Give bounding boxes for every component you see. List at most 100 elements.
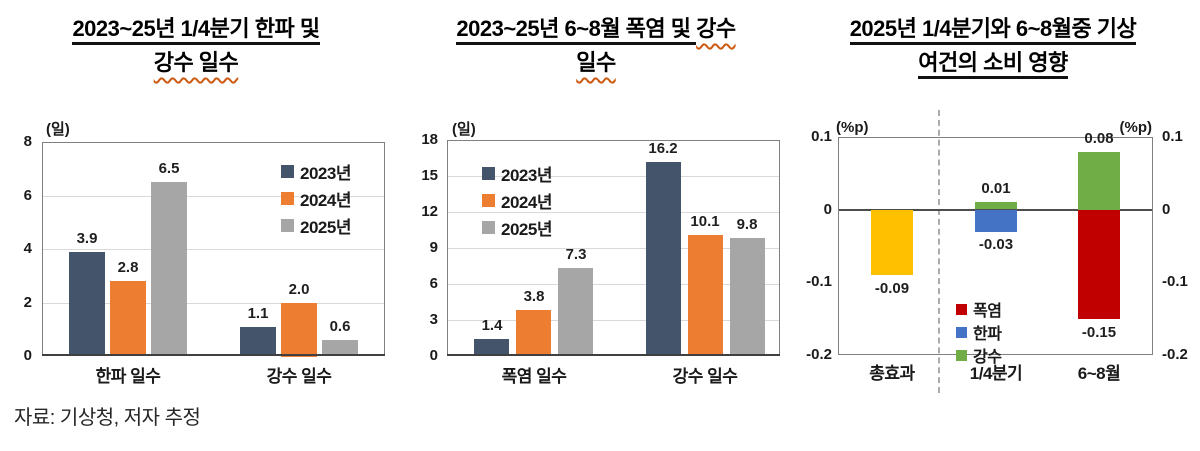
legend-swatch bbox=[956, 326, 967, 338]
bar-value-label: -0.15 bbox=[1081, 324, 1117, 341]
y-tick-label: 6 bbox=[23, 187, 32, 204]
bar-2023년-강수 일수 bbox=[240, 327, 276, 356]
bar-value-label: 3.8 bbox=[523, 288, 545, 305]
legend-label: 2023년 bbox=[300, 164, 351, 183]
x-category-label: 6~8월 bbox=[1077, 364, 1121, 383]
y-tick-label-right: -0.2 bbox=[1162, 346, 1188, 363]
legend-item-2025년: 2025년 bbox=[482, 215, 552, 240]
legend-label: 폭염 bbox=[973, 303, 1002, 320]
title-segment-wavy: 일수 bbox=[576, 50, 616, 75]
x-category-label: 강수 일수 bbox=[266, 367, 332, 386]
legend-swatch bbox=[482, 221, 495, 234]
legend-swatch bbox=[281, 219, 294, 232]
x-category-label: 1/4분기 bbox=[969, 364, 1023, 383]
plot-area bbox=[42, 142, 385, 356]
bar-강수-1/4분기 bbox=[975, 202, 1017, 209]
legend-swatch bbox=[956, 303, 967, 315]
legend-item-2023년: 2023년 bbox=[281, 159, 351, 184]
y-tick-label-right: 0.1 bbox=[1162, 128, 1183, 145]
y-tick-label: -0.1 bbox=[806, 273, 832, 290]
legend-swatch bbox=[482, 194, 495, 207]
gridline bbox=[448, 176, 779, 177]
bar-2024년-강수 일수 bbox=[281, 303, 317, 357]
bar-value-label: 1.4 bbox=[481, 317, 503, 334]
bar-2025년-강수 일수 bbox=[730, 238, 765, 356]
y-tick-label: 0 bbox=[429, 347, 438, 364]
y-tick-label: 2 bbox=[23, 294, 32, 311]
gridline bbox=[43, 303, 384, 304]
y-tick-label: 0 bbox=[23, 347, 32, 364]
bar-2024년-강수 일수 bbox=[688, 235, 723, 356]
bar-한파-1/4분기 bbox=[975, 210, 1017, 232]
axis-unit-label-left: (일) bbox=[46, 121, 70, 138]
gridline bbox=[448, 212, 779, 213]
bar-폭염-6~8월 bbox=[1078, 210, 1120, 319]
legend-item-2024년: 2024년 bbox=[482, 188, 552, 213]
bar-value-label: -0.09 bbox=[874, 280, 910, 297]
gridline bbox=[448, 284, 779, 285]
chart-title-line: 2023~25년 6~8월 폭염 및 강수 bbox=[406, 12, 786, 46]
bar-value-label: 0.08 bbox=[1084, 130, 1114, 147]
legend-label: 한파 bbox=[973, 326, 1002, 343]
y-tick-label: 9 bbox=[429, 239, 438, 256]
title-segment: 여건의 소비 영향 bbox=[918, 50, 1068, 79]
axis-unit-label-right: (%p) bbox=[1119, 119, 1153, 136]
title-segment: 2023~25년 6~8월 폭염 및 bbox=[456, 16, 697, 45]
chart-title: 2023~25년 1/4분기 한파 및 강수 일수 bbox=[6, 12, 386, 80]
y-tick-label-right: -0.1 bbox=[1162, 273, 1188, 290]
bar-2025년-한파 일수 bbox=[151, 182, 187, 356]
plot-area bbox=[838, 137, 1153, 355]
legend-label: 2025년 bbox=[300, 218, 351, 237]
gridline bbox=[43, 249, 384, 250]
y-tick-label: 4 bbox=[23, 240, 32, 257]
bar-value-label: 16.2 bbox=[648, 140, 678, 157]
bar-value-label: 10.1 bbox=[690, 213, 720, 230]
y-tick-label: -0.2 bbox=[806, 346, 832, 363]
y-tick-label-right: 0 bbox=[1162, 201, 1171, 218]
x-axis-line bbox=[447, 354, 780, 356]
bar-2025년-강수 일수 bbox=[322, 340, 358, 356]
y-tick-label: 12 bbox=[421, 203, 438, 220]
legend-label: 2023년 bbox=[501, 166, 552, 185]
bar-2024년-한파 일수 bbox=[110, 281, 146, 356]
bar-value-label: -0.03 bbox=[978, 236, 1014, 253]
plot-area bbox=[447, 140, 780, 356]
chart-title-line: 여건의 소비 영향 bbox=[795, 46, 1191, 80]
y-tick-label: 8 bbox=[23, 133, 32, 150]
x-axis-line bbox=[42, 354, 385, 356]
bar-2023년-한파 일수 bbox=[69, 252, 105, 356]
gridline bbox=[43, 196, 384, 197]
chart-title-line: 일수 bbox=[406, 46, 786, 80]
legend-item-강수: 강수 bbox=[956, 343, 1002, 367]
legend-swatch bbox=[281, 192, 294, 205]
source-note: 자료: 기상청, 저자 추정 bbox=[14, 407, 201, 429]
bar-value-label: 1.1 bbox=[247, 305, 269, 322]
legend-item-2024년: 2024년 bbox=[281, 186, 351, 211]
chart-title-line: 2025년 1/4분기와 6~8월중 기상 bbox=[795, 12, 1191, 46]
bar-value-label: 2.8 bbox=[117, 259, 139, 276]
legend-item-2025년: 2025년 bbox=[281, 213, 351, 238]
gridline bbox=[448, 320, 779, 321]
y-tick-label: 15 bbox=[421, 167, 438, 184]
bar-총효과-총효과 bbox=[871, 210, 913, 275]
legend-label: 2024년 bbox=[300, 191, 351, 210]
chart-title-line: 2023~25년 1/4분기 한파 및 bbox=[6, 12, 386, 46]
axis-unit-label-left: (일) bbox=[452, 121, 476, 138]
gridline bbox=[448, 248, 779, 249]
bar-2023년-강수 일수 bbox=[646, 162, 681, 356]
bar-2023년-폭염 일수 bbox=[474, 339, 509, 356]
bar-value-label: 0.01 bbox=[981, 180, 1011, 197]
y-tick-label: 6 bbox=[429, 275, 438, 292]
legend-swatch bbox=[956, 349, 967, 361]
x-category-label: 강수 일수 bbox=[672, 367, 738, 386]
legend-label: 강수 bbox=[973, 349, 1002, 366]
legend-item-2023년: 2023년 bbox=[482, 161, 552, 186]
chart-title-line: 강수 일수 bbox=[6, 46, 386, 80]
bar-value-label: 0.6 bbox=[329, 318, 351, 335]
